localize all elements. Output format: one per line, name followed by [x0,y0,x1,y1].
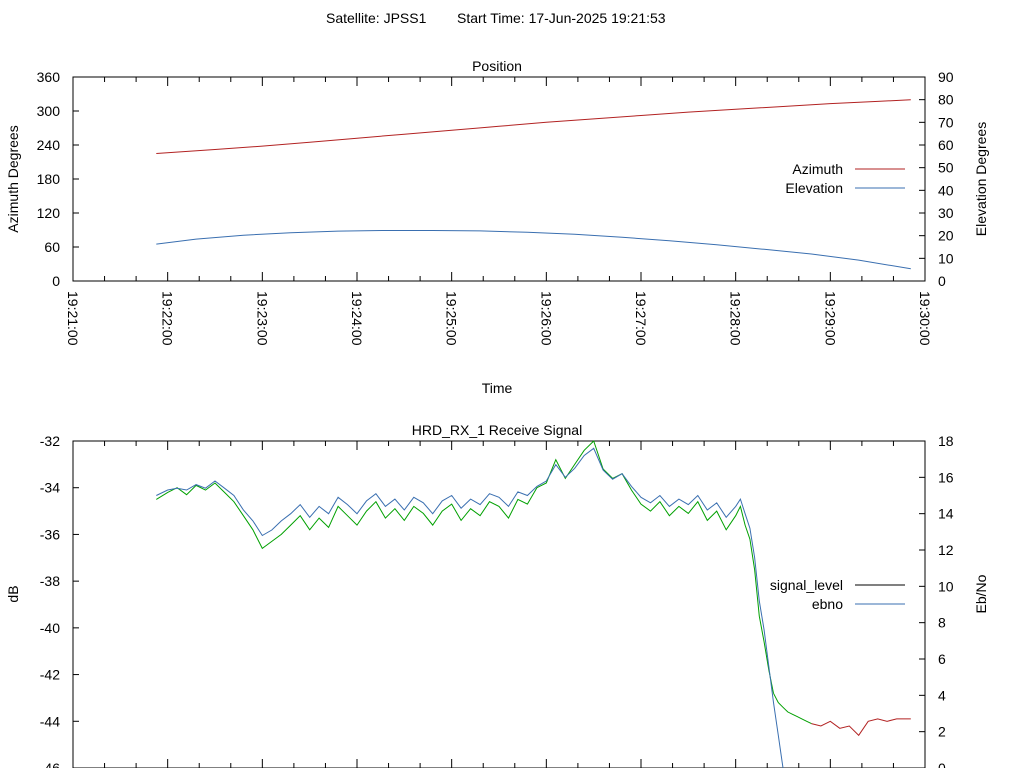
signal-right-axis: 0 2 4 6 8 10 12 14 16 18 [919,433,954,768]
y2-tick-label: 80 [938,92,954,108]
signal-series [156,440,911,768]
y2-tick-label: 0 [938,273,946,289]
y2-tick-label: 30 [938,205,954,221]
x-tick-label: 19:21:00 [65,291,81,346]
x-tick-label: 19:30:00 [917,291,933,346]
satellite-label: Satellite: JPSS1 [326,10,427,26]
x-tick-label: 19:27:00 [633,291,649,346]
signal-chart: HRD_RX_1 Receive Signal -46-44-42-40-38-… [5,422,989,768]
y-tick-label: 180 [37,171,61,187]
signal-y-axis-label: dB [5,585,21,602]
y-tick-label: 60 [44,239,60,255]
legend-azimuth-label: Azimuth [792,161,843,177]
y-tick-label: 360 [37,69,61,85]
series-line-signal-level [811,718,911,737]
y2-tick-label: 14 [938,506,954,522]
y-tick-label: 0 [52,273,60,289]
y2-tick-label: 90 [938,69,954,85]
y-tick-label: -46 [40,760,60,768]
y-tick-label: -32 [40,433,60,449]
y2-tick-label: 12 [938,542,954,558]
position-left-axis: 0 60 120 180 240 300 360 [37,69,79,289]
y2-tick-label: 70 [938,114,954,130]
y2-tick-label: 0 [938,760,946,768]
x-tick-label: 19:28:00 [728,291,744,346]
signal-y2-axis-label: Eb/No [973,574,989,613]
legend-signal-level-label: signal_level [770,577,843,593]
signal-chart-title: HRD_RX_1 Receive Signal [412,422,582,438]
position-chart-title: Position [472,58,522,74]
series-line-Elevation [156,230,911,270]
y-tick-label: -42 [40,667,60,683]
y2-tick-label: 6 [938,651,946,667]
position-y-axis-label: Azimuth Degrees [5,125,21,232]
y-tick-label: -34 [40,480,60,496]
series-line-signal-level [773,693,812,725]
x-tick-label: 19:23:00 [254,291,270,346]
y-tick-label: -36 [40,526,60,542]
y-tick-label: -40 [40,620,60,636]
x-tick-label: 19:24:00 [349,291,365,346]
series-line-Azimuth [156,99,911,154]
x-tick-label: 19:22:00 [160,291,176,346]
position-x-axis-label: Time [482,380,513,396]
series-line-ebno [156,447,784,768]
y2-tick-label: 50 [938,160,954,176]
position-x-axis: 19:21:00 19:22:00 19:23:00 19:24:00 19:25:00… [65,77,933,346]
x-tick-label: 19:29:00 [822,291,838,346]
position-series [156,99,911,270]
y-tick-label: 120 [37,205,61,221]
legend-elevation-label: Elevation [785,180,843,196]
y-tick-label: -38 [40,573,60,589]
y2-tick-label: 20 [938,228,954,244]
y2-tick-label: 60 [938,137,954,153]
legend-ebno-label: ebno [812,596,843,612]
position-legend: Azimuth Elevation [785,161,905,196]
series-line-signal-level [156,440,774,694]
y2-tick-label: 10 [938,578,954,594]
y2-tick-label: 4 [938,687,946,703]
y2-tick-label: 8 [938,615,946,631]
y2-tick-label: 10 [938,250,954,266]
signal-x-axis [72,441,926,768]
signal-plot-frame [72,440,926,768]
signal-legend: signal_level ebno [770,577,905,612]
y2-tick-label: 2 [938,724,946,740]
y2-tick-label: 18 [938,433,954,449]
y-tick-label: 300 [37,103,61,119]
y2-tick-label: 40 [938,182,954,198]
y2-tick-label: 16 [938,469,954,485]
position-plot-frame [72,76,926,282]
y-tick-label: -44 [40,713,60,729]
y-tick-label: 240 [37,137,61,153]
signal-left-axis: -46 -44 -42 -40 -38 -36 -34 -32 [40,433,79,768]
x-tick-label: 19:26:00 [538,291,554,346]
x-tick-label: 19:25:00 [444,291,460,346]
start-time-label: Start Time: 17-Jun-2025 19:21:53 [457,10,666,26]
position-chart: Position 0 60 120 180 240 300 360 0 10 20 30 40 50 6… [5,58,989,396]
position-right-axis: 0 10 20 30 40 50 60 70 80 90 [919,69,954,289]
position-y2-axis-label: Elevation Degrees [973,122,989,236]
